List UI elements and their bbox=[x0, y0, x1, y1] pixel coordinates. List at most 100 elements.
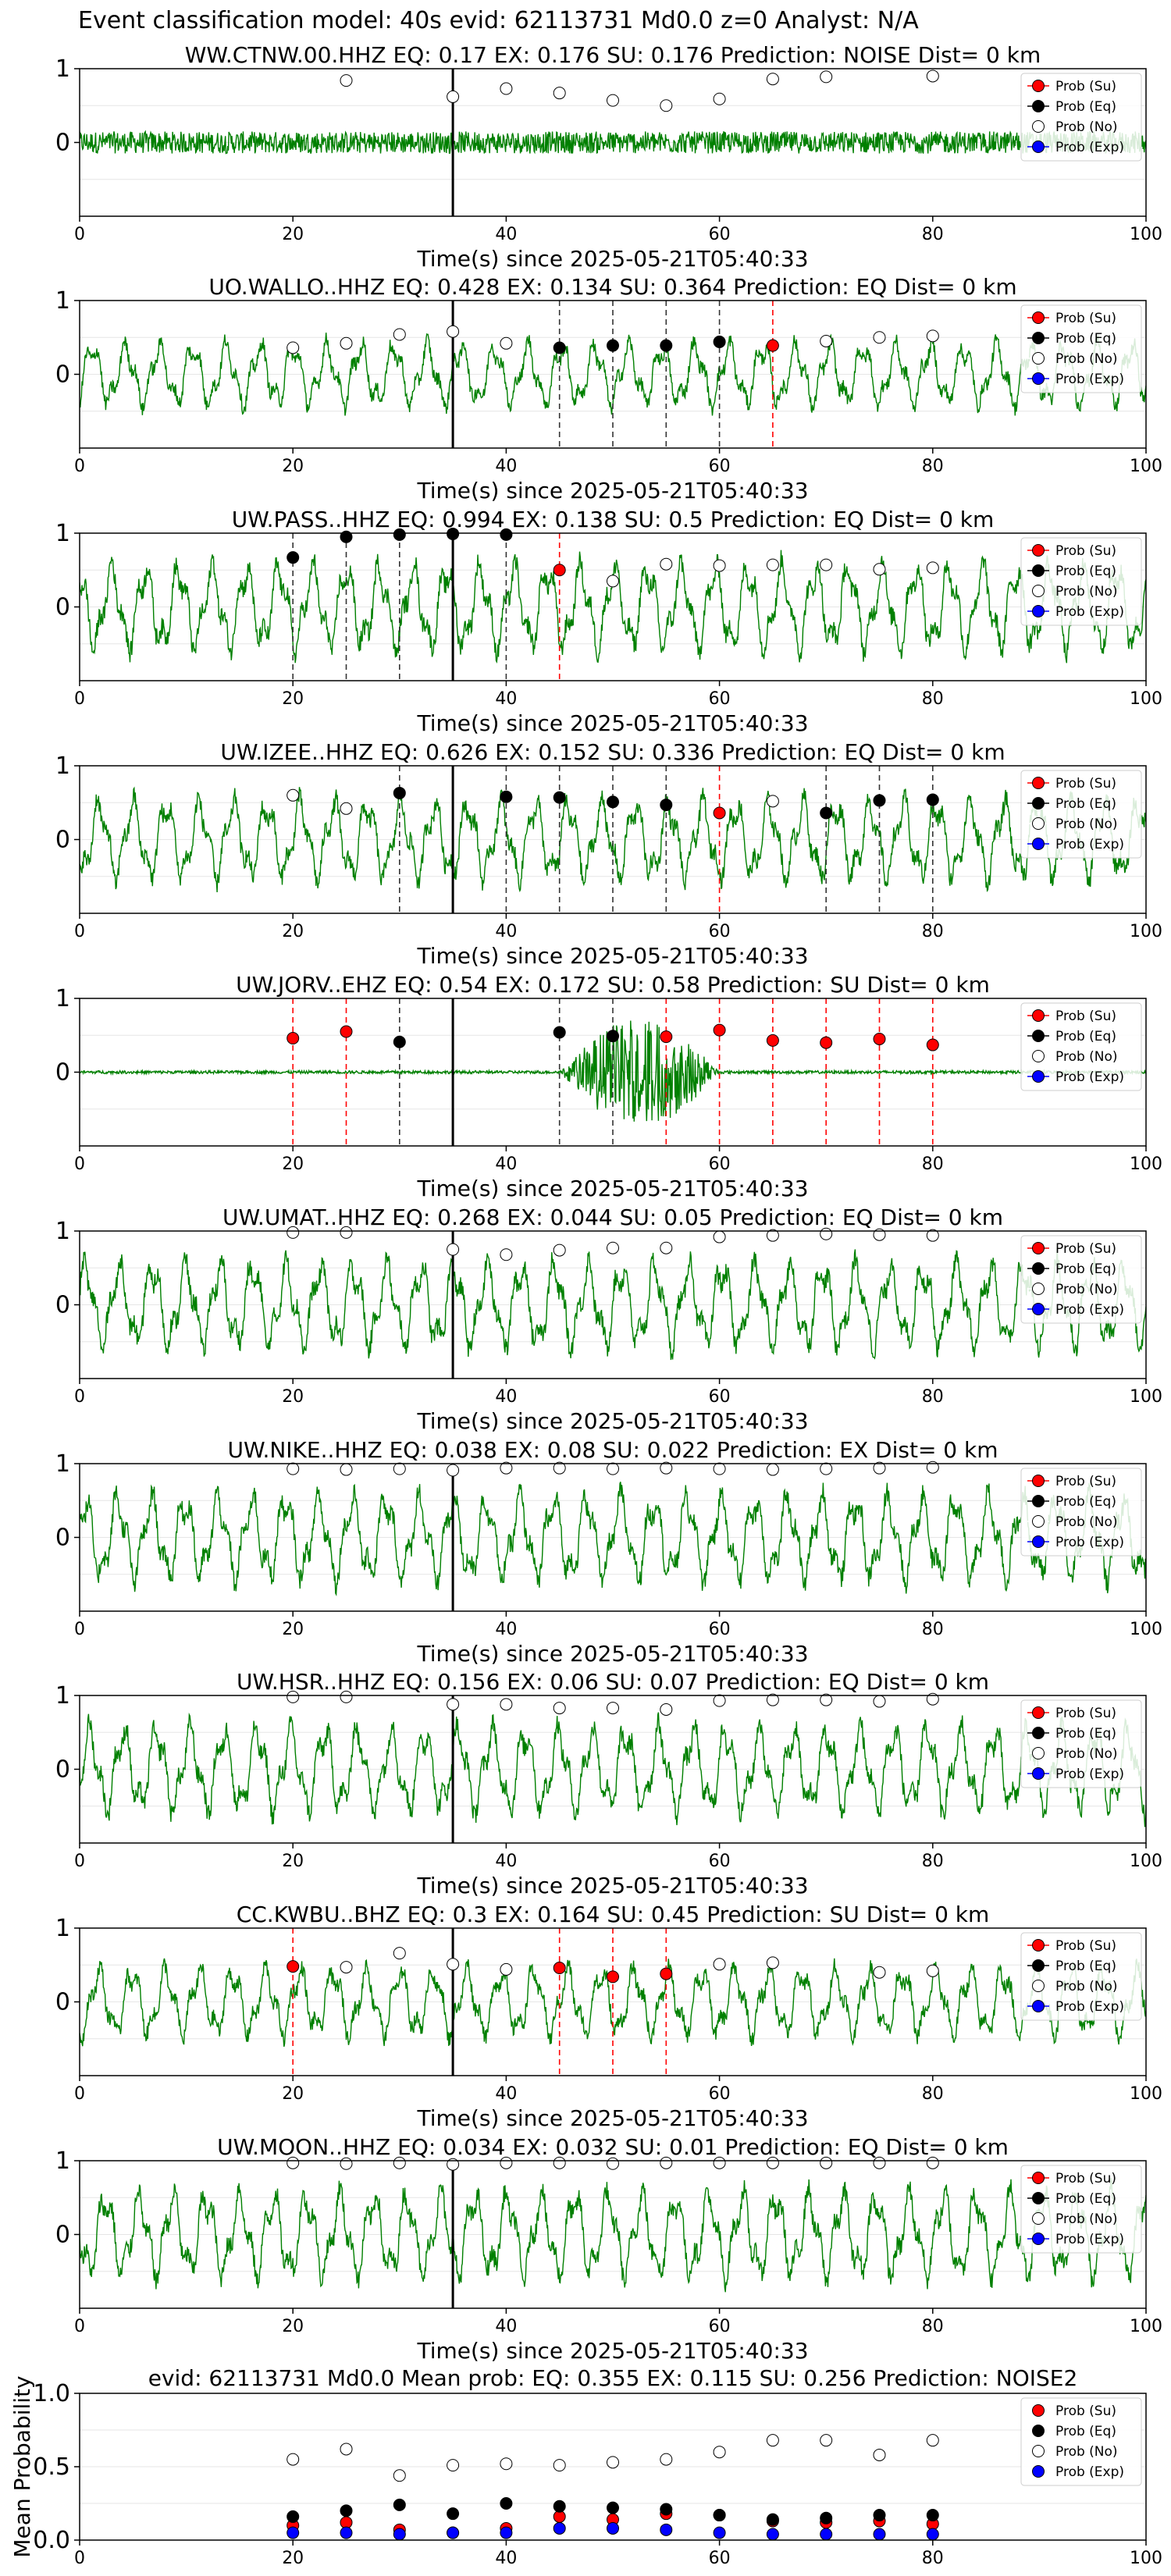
x-axis-label: Time(s) since 2025-05-21T05:40:33 bbox=[416, 1176, 808, 1201]
legend-marker-eq bbox=[1032, 1262, 1045, 1275]
x-tick-label: 60 bbox=[709, 2317, 731, 2336]
prob-marker-su bbox=[553, 564, 566, 577]
panel-title: UO.WALLO..HHZ EQ: 0.428 EX: 0.134 SU: 0.… bbox=[208, 274, 1016, 300]
prob-marker-no bbox=[447, 1698, 460, 1711]
prob-marker-no bbox=[660, 1703, 673, 1716]
mean-marker-exp bbox=[607, 2521, 619, 2535]
legend-marker-exp bbox=[1032, 2000, 1045, 2012]
x-tick-label: 80 bbox=[922, 2549, 944, 2568]
legend-marker-no bbox=[1032, 1747, 1045, 1759]
x-tick-label: 100 bbox=[1130, 1620, 1162, 1639]
prob-marker-su bbox=[607, 1970, 619, 1984]
prob-marker-no bbox=[447, 325, 460, 338]
x-tick-label: 60 bbox=[709, 2084, 731, 2104]
x-tick-label: 20 bbox=[282, 922, 304, 941]
mean-marker-eq bbox=[553, 2500, 566, 2513]
legend-marker-eq bbox=[1032, 1495, 1045, 1507]
prob-marker-no bbox=[873, 331, 886, 344]
panel-title: UW.PASS..HHZ EQ: 0.994 EX: 0.138 SU: 0.5… bbox=[232, 507, 995, 532]
x-tick-label: 100 bbox=[1130, 689, 1162, 709]
prob-marker-no bbox=[660, 1241, 673, 1254]
x-tick-label: 0 bbox=[74, 1155, 85, 1174]
prob-marker-no bbox=[766, 2156, 779, 2169]
waveform-trace bbox=[80, 129, 1146, 155]
mean-marker-eq bbox=[500, 2497, 513, 2510]
legend-marker-su bbox=[1032, 1706, 1045, 1719]
y-tick-label: 1 bbox=[55, 985, 70, 1012]
x-tick-label: 80 bbox=[922, 1155, 944, 1174]
legend-frame bbox=[1020, 304, 1142, 393]
mean-marker-exp bbox=[873, 2528, 886, 2541]
legend-label-su: Prob (Su) bbox=[1055, 79, 1116, 94]
legend-frame bbox=[1020, 537, 1142, 626]
legend-label-exp: Prob (Exp) bbox=[1055, 837, 1124, 852]
legend-marker-su bbox=[1032, 311, 1045, 324]
mean-marker-eq bbox=[607, 2501, 619, 2514]
legend: Prob (Su) Prob (Eq) Prob (No) Prob (Exp) bbox=[1020, 1932, 1142, 2021]
panel-2: UW.PASS..HHZ EQ: 0.994 EX: 0.138 SU: 0.5… bbox=[55, 507, 1162, 736]
x-tick-label: 100 bbox=[1130, 2317, 1162, 2336]
prob-marker-no bbox=[926, 1692, 939, 1706]
x-tick-label: 80 bbox=[922, 457, 944, 476]
legend-label-exp: Prob (Exp) bbox=[1055, 1069, 1124, 1085]
mean-marker-exp bbox=[340, 2526, 353, 2539]
legend-marker-su bbox=[1032, 544, 1045, 557]
x-tick-label: 60 bbox=[709, 1387, 731, 1407]
x-axis-label: Time(s) since 2025-05-21T05:40:33 bbox=[416, 1641, 808, 1667]
legend: Prob (Su) Prob (Eq) Prob (No) Prob (Exp) bbox=[1020, 1002, 1142, 1091]
y-tick-label: 0 bbox=[55, 1756, 70, 1784]
prob-marker-eq bbox=[340, 530, 353, 543]
y-tick-label: 0 bbox=[55, 594, 70, 621]
legend-label-eq: Prob (Eq) bbox=[1055, 1261, 1116, 1277]
prob-marker-no bbox=[713, 1958, 726, 1971]
y-tick-label: 0 bbox=[55, 361, 70, 389]
panel-title: UW.NIKE..HHZ EQ: 0.038 EX: 0.08 SU: 0.02… bbox=[227, 1437, 998, 1463]
legend-label-exp: Prob (Exp) bbox=[1055, 1302, 1124, 1318]
legend-frame bbox=[1020, 770, 1142, 859]
legend-label-su: Prob (Su) bbox=[1055, 2171, 1116, 2186]
legend-marker-no bbox=[1032, 585, 1045, 597]
x-tick-label: 40 bbox=[495, 689, 517, 709]
prob-marker-no bbox=[766, 73, 779, 86]
prob-marker-eq bbox=[553, 1026, 566, 1039]
x-tick-label: 100 bbox=[1130, 1155, 1162, 1174]
prob-marker-eq bbox=[926, 793, 939, 806]
panel-title: UW.JORV..EHZ EQ: 0.54 EX: 0.172 SU: 0.58… bbox=[236, 972, 990, 998]
x-tick-label: 40 bbox=[495, 1155, 517, 1174]
legend: Prob (Su) Prob (Eq) Prob (No) Prob (Exp) bbox=[1020, 1235, 1142, 1324]
prob-marker-no bbox=[447, 90, 460, 103]
legend-marker-exp bbox=[1032, 2233, 1045, 2245]
legend-marker-exp bbox=[1032, 1767, 1045, 1780]
mean-marker-no bbox=[447, 2459, 460, 2472]
mean-marker-no bbox=[607, 2456, 619, 2469]
waveform-trace bbox=[80, 1020, 1146, 1122]
mean-marker-exp bbox=[926, 2528, 939, 2541]
legend-label-no: Prob (No) bbox=[1055, 817, 1118, 832]
legend-label-su: Prob (Su) bbox=[1055, 1474, 1116, 1489]
legend-label-eq: Prob (Eq) bbox=[1055, 796, 1116, 812]
panel-title: CC.KWBU..BHZ EQ: 0.3 EX: 0.164 SU: 0.45 … bbox=[237, 1902, 990, 1927]
x-axis-label: Time(s) since 2025-05-21T05:40:33 bbox=[416, 1408, 808, 1434]
prob-marker-no bbox=[340, 802, 353, 815]
x-tick-label: 100 bbox=[1130, 2084, 1162, 2104]
legend-marker-no bbox=[1032, 1050, 1045, 1062]
panel-8: CC.KWBU..BHZ EQ: 0.3 EX: 0.164 SU: 0.45 … bbox=[55, 1902, 1162, 2131]
prob-marker-no bbox=[553, 2156, 566, 2169]
x-tick-label: 60 bbox=[709, 1852, 731, 1871]
legend-frame bbox=[1020, 73, 1142, 162]
legend-marker-no bbox=[1032, 2445, 1045, 2457]
prob-marker-no bbox=[607, 1462, 619, 1475]
legend-marker-no bbox=[1032, 817, 1045, 830]
legend-frame bbox=[1020, 1468, 1142, 1557]
panel-title: UW.UMAT..HHZ EQ: 0.268 EX: 0.044 SU: 0.0… bbox=[222, 1204, 1003, 1230]
x-tick-label: 20 bbox=[282, 1620, 304, 1639]
panel-1: UO.WALLO..HHZ EQ: 0.428 EX: 0.134 SU: 0.… bbox=[55, 274, 1162, 503]
legend-label-no: Prob (No) bbox=[1055, 351, 1118, 367]
prob-marker-su bbox=[287, 1960, 300, 1973]
legend-label-no: Prob (No) bbox=[1055, 1979, 1118, 1994]
prob-marker-no bbox=[820, 1693, 833, 1706]
prob-marker-no bbox=[607, 1702, 619, 1715]
prob-marker-no bbox=[500, 1248, 513, 1261]
prob-marker-no bbox=[607, 2157, 619, 2170]
prob-marker-no bbox=[447, 2158, 460, 2171]
